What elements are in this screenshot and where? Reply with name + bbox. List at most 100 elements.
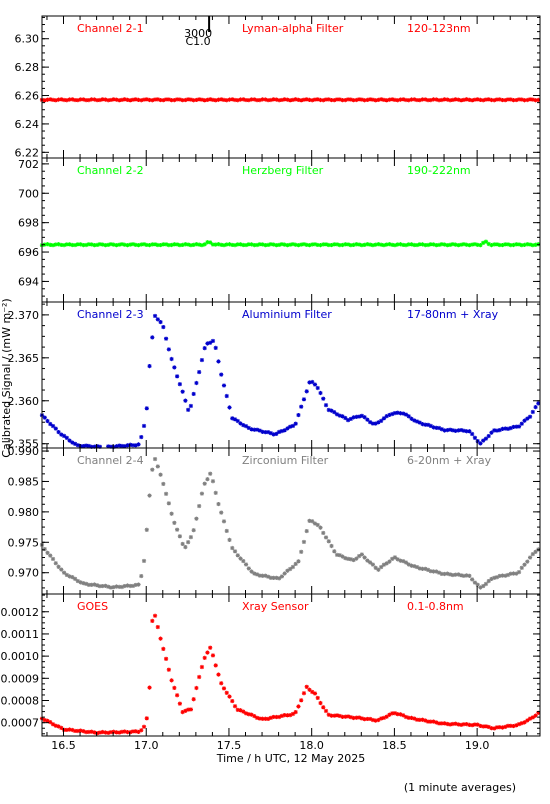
- data-point: [315, 242, 320, 248]
- data-point: [511, 98, 516, 103]
- data-point: [53, 561, 58, 566]
- data-point: [323, 535, 329, 540]
- data-point: [362, 555, 367, 560]
- data-point: [384, 242, 389, 247]
- data-point: [511, 571, 516, 576]
- data-point: [481, 438, 486, 443]
- data-point: [301, 242, 307, 247]
- data-point: [249, 97, 254, 102]
- data-point: [478, 723, 483, 729]
- data-point: [434, 720, 439, 725]
- data-point: [370, 717, 375, 723]
- data-point: [59, 567, 64, 572]
- data-point: [59, 432, 64, 437]
- data-point: [194, 380, 199, 386]
- data-point: [412, 242, 417, 248]
- data-point: [519, 565, 524, 570]
- data-point: [503, 242, 508, 247]
- data-point: [221, 383, 227, 388]
- data-point: [296, 97, 301, 102]
- data-point: [175, 97, 180, 102]
- data-point: [274, 714, 279, 720]
- x-axis-ticks: [46, 448, 528, 594]
- data-point: [304, 97, 309, 102]
- data-point: [70, 440, 75, 445]
- data-point: [448, 572, 453, 577]
- data-point: [266, 716, 271, 721]
- y-tick-label: 0.0012: [1, 606, 40, 619]
- data-point: [59, 725, 64, 730]
- data-point: [436, 425, 442, 431]
- data-point: [166, 501, 171, 506]
- data-point: [288, 242, 293, 247]
- data-point: [188, 97, 194, 102]
- data-point: [395, 712, 400, 717]
- data-point: [522, 98, 527, 103]
- data-point: [271, 714, 276, 720]
- data-point: [221, 519, 227, 524]
- data-point: [50, 423, 56, 429]
- data-point: [158, 97, 163, 103]
- data-point: [459, 242, 464, 247]
- data-point: [362, 717, 367, 722]
- data-point: [53, 426, 58, 431]
- data-point: [155, 242, 160, 248]
- data-point: [290, 423, 296, 429]
- data-point: [252, 242, 257, 248]
- data-point: [439, 427, 444, 432]
- data-point: [232, 417, 238, 422]
- data-point: [299, 404, 304, 409]
- data-point: [456, 243, 461, 248]
- data-point: [263, 716, 268, 721]
- data-point: [147, 243, 152, 248]
- data-point: [56, 429, 61, 435]
- data-point: [312, 691, 318, 696]
- data-point: [205, 650, 210, 655]
- panel-4: 0.970 0.975 0.980 0.985 0.990 Channel 2-4 Zirc…: [8, 445, 541, 595]
- data-point: [323, 242, 329, 247]
- data-point: [365, 716, 370, 722]
- data-point: [445, 571, 450, 576]
- data-point: [161, 481, 166, 487]
- data-point: [254, 715, 260, 720]
- data-point: [252, 97, 257, 102]
- panel-filter-name: Aluminium Filter: [242, 308, 332, 321]
- data-point: [224, 528, 229, 534]
- data-point: [392, 555, 398, 560]
- data-point: [459, 98, 464, 103]
- data-point: [423, 97, 428, 102]
- data-point: [263, 573, 268, 578]
- y-tick-label: 694: [18, 275, 39, 288]
- data-point: [376, 420, 381, 425]
- data-point: [205, 97, 210, 102]
- data-point: [86, 97, 91, 103]
- data-point: [122, 583, 127, 589]
- data-point: [390, 411, 395, 417]
- panel-channel-name: GOES: [77, 600, 108, 613]
- data-point: [357, 553, 362, 559]
- data-point: [103, 730, 108, 735]
- panel-band: 17-80nm + Xray: [407, 308, 499, 321]
- data-point: [301, 397, 307, 402]
- data-point: [301, 97, 307, 102]
- data-point: [362, 98, 367, 103]
- data-point: [230, 698, 235, 704]
- data-point: [351, 415, 356, 420]
- data-point: [72, 576, 78, 581]
- data-point: [475, 438, 480, 444]
- data-point: [464, 429, 469, 434]
- data-point: [406, 562, 411, 567]
- data-point: [401, 97, 406, 102]
- y-axis-ticks: 0.970 0.975 0.980 0.985 0.990: [8, 445, 540, 589]
- data-point: [161, 98, 166, 103]
- data-point: [439, 721, 444, 726]
- data-point: [522, 720, 527, 725]
- data-point: [84, 730, 89, 735]
- data-point: [481, 98, 486, 103]
- data-point: [92, 97, 97, 102]
- data-point: [70, 727, 75, 733]
- data-point: [246, 566, 251, 571]
- data-point: [161, 324, 166, 330]
- data-point: [194, 242, 199, 247]
- series-points: [39, 97, 541, 103]
